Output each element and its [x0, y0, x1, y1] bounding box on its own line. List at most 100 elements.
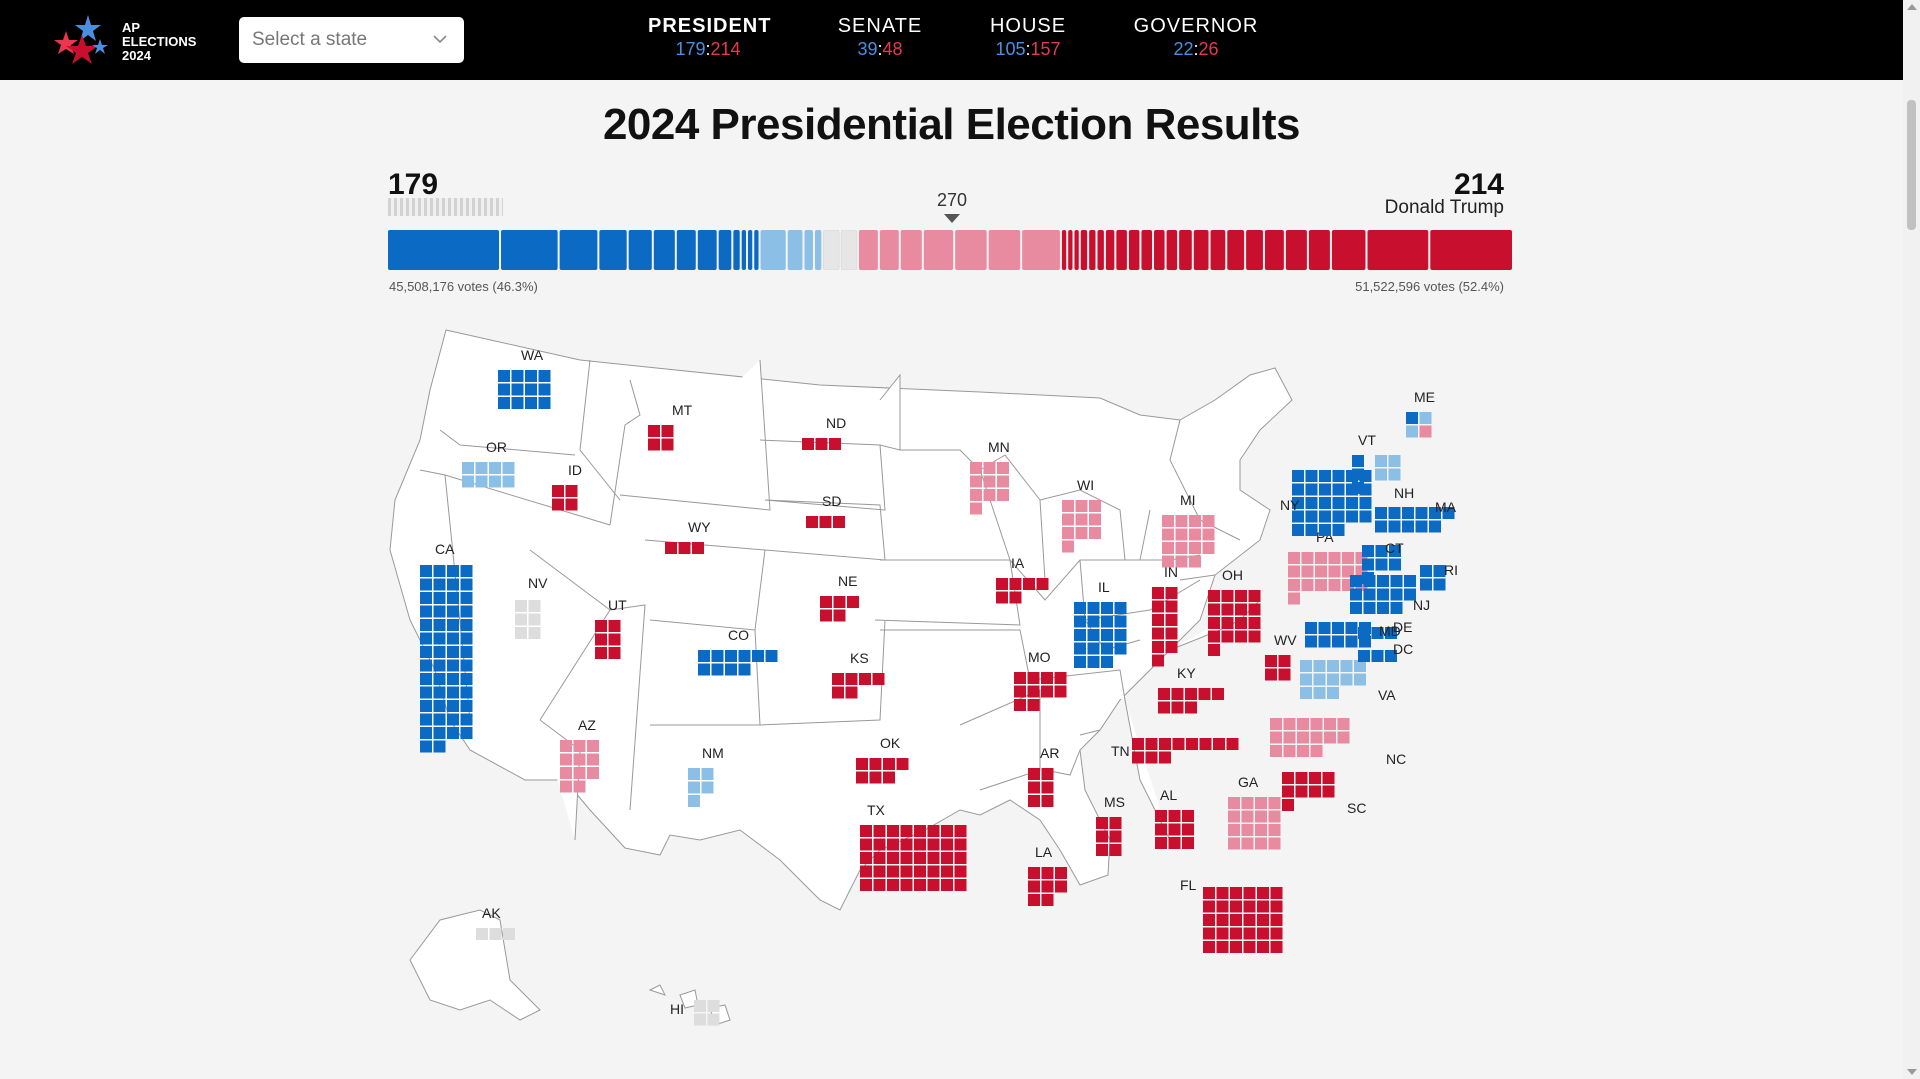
- state-label: NE: [838, 573, 857, 589]
- electoral-vote-tile: [1300, 687, 1312, 699]
- scroll-up-arrow-icon[interactable]: [1907, 4, 1917, 10]
- electoral-vote-tile: [914, 825, 926, 837]
- state-ma[interactable]: MA: [1375, 499, 1457, 533]
- electoral-vote-tile: [1087, 642, 1100, 655]
- state-sd[interactable]: SD: [806, 493, 845, 528]
- state-mt[interactable]: MT: [648, 402, 693, 451]
- electoral-vote-tile: [573, 780, 586, 793]
- state-tile-layer[interactable]: WA OR CA NV ID MT WY UT CO AZ NM ND SD NE KS OK TX MN IA MO…: [420, 347, 1458, 1026]
- electoral-vote-tile: [738, 650, 751, 662]
- state-vt[interactable]: VT: [1352, 432, 1376, 494]
- electoral-vote-tile: [1322, 785, 1335, 798]
- state-ak[interactable]: AK: [476, 905, 515, 940]
- electoral-vote-tile: [1075, 513, 1088, 526]
- state-wa[interactable]: WA: [498, 347, 551, 409]
- state-al[interactable]: AL: [1155, 787, 1194, 849]
- electoral-vote-tile: [1313, 673, 1326, 686]
- state-label: MI: [1180, 492, 1196, 508]
- electoral-vote-tile: [460, 673, 473, 685]
- state-nm[interactable]: NM: [688, 745, 724, 807]
- race-score: 179:214: [675, 39, 741, 59]
- state-md[interactable]: MD: [1305, 622, 1401, 648]
- state-in[interactable]: IN: [1152, 564, 1178, 667]
- electoral-vote-tile: [1318, 622, 1331, 634]
- state-nh[interactable]: NH: [1375, 455, 1414, 501]
- electoral-vote-tile: [1301, 579, 1314, 591]
- state-dc[interactable]: DC: [1358, 641, 1413, 662]
- electoral-vote-tile: [1248, 617, 1261, 629]
- electoral-vote-tile: [1332, 483, 1345, 496]
- electoral-vote-tile: [433, 605, 446, 618]
- electoral-vote-tile: [1283, 718, 1296, 730]
- page-scrollbar[interactable]: [1903, 0, 1920, 1079]
- electoral-vote-tile: [420, 659, 432, 672]
- electoral-vote-tile: [447, 686, 459, 699]
- electoral-vote-tile: [433, 619, 446, 631]
- state-mn[interactable]: MN: [970, 439, 1010, 515]
- state-ut[interactable]: UT: [595, 597, 627, 659]
- race-name: PRESIDENT: [648, 15, 772, 37]
- bar-segment-nh: [814, 230, 822, 270]
- electoral-vote-tile: [1101, 615, 1113, 628]
- scrollbar-thumb[interactable]: [1907, 100, 1916, 230]
- electoral-vote-tile: [1315, 552, 1327, 564]
- state-tx[interactable]: TX: [860, 802, 967, 891]
- ap-elections-logo[interactable]: AP ELECTIONS 2024: [52, 13, 212, 69]
- state-ms[interactable]: MS: [1096, 794, 1125, 856]
- state-il[interactable]: IL: [1074, 579, 1127, 668]
- tab-governor[interactable]: GOVERNOR 22:26: [1126, 14, 1266, 60]
- state-oh[interactable]: OH: [1208, 567, 1261, 656]
- state-nj[interactable]: NJ: [1350, 575, 1430, 614]
- scroll-down-arrow-icon[interactable]: [1907, 1069, 1917, 1075]
- dem-count: 22: [1173, 39, 1194, 59]
- us-electoral-map[interactable]: WA OR CA NV ID MT WY UT CO AZ NM ND SD NE KS OK TX MN IA MO…: [380, 320, 1530, 1040]
- state-nc[interactable]: NC: [1270, 718, 1406, 767]
- electoral-vote-tile: [873, 879, 886, 891]
- state-me[interactable]: ME: [1406, 389, 1435, 438]
- electoral-vote-tile: [1371, 627, 1384, 639]
- state-ri[interactable]: RI: [1420, 562, 1458, 591]
- state-wi[interactable]: WI: [1062, 477, 1101, 553]
- electoral-vote-tile: [1415, 520, 1428, 533]
- state-mi[interactable]: MI: [1162, 492, 1215, 568]
- state-ky[interactable]: KY: [1158, 665, 1224, 714]
- electoral-vote-tile: [1155, 810, 1167, 822]
- tab-senate[interactable]: SENATE 39:48: [824, 14, 936, 60]
- state-az[interactable]: AZ: [560, 717, 599, 793]
- state-mo[interactable]: MO: [1014, 649, 1067, 711]
- state-id[interactable]: ID: [552, 462, 582, 511]
- electoral-vote-tile: [1340, 660, 1353, 672]
- electoral-vote-tile: [1350, 602, 1362, 614]
- state-ok[interactable]: OK: [856, 735, 909, 784]
- state-wv[interactable]: WV: [1265, 632, 1297, 681]
- state-ca[interactable]: CA: [420, 541, 473, 753]
- state-fl[interactable]: FL: [1180, 877, 1283, 953]
- state-la[interactable]: LA: [1028, 844, 1067, 906]
- state-nv[interactable]: NV: [515, 575, 548, 639]
- electoral-vote-tile: [573, 740, 586, 752]
- state-ia[interactable]: IA: [996, 555, 1049, 604]
- electoral-vote-tile: [900, 852, 913, 864]
- dem-candidate-name-blurred: [388, 198, 503, 216]
- state-tn[interactable]: TN: [1111, 738, 1239, 764]
- state-ne[interactable]: NE: [820, 573, 859, 622]
- tab-house[interactable]: HOUSE 105:157: [978, 14, 1078, 60]
- state-ga[interactable]: GA: [1228, 774, 1281, 850]
- state-or[interactable]: OR: [462, 439, 515, 488]
- electoral-vote-tile: [1089, 527, 1101, 539]
- state-wy[interactable]: WY: [665, 519, 711, 554]
- bar-segment-ri: [733, 230, 740, 270]
- electoral-vote-tile: [678, 542, 691, 554]
- electoral-vote-tile: [420, 565, 432, 577]
- state-va[interactable]: VA: [1300, 660, 1396, 703]
- tab-president[interactable]: PRESIDENT 179:214: [648, 14, 772, 60]
- state-ks[interactable]: KS: [832, 650, 885, 699]
- state-ar[interactable]: AR: [1028, 745, 1059, 807]
- state-sc[interactable]: SC: [1282, 772, 1366, 816]
- state-hi[interactable]: HI: [670, 1000, 720, 1026]
- bar-segment-al: [1246, 230, 1263, 270]
- electoral-vote-tile: [1352, 482, 1364, 494]
- state-nd[interactable]: ND: [802, 415, 846, 450]
- state-co[interactable]: CO: [698, 627, 778, 676]
- state-select-dropdown[interactable]: Select a state: [239, 17, 464, 63]
